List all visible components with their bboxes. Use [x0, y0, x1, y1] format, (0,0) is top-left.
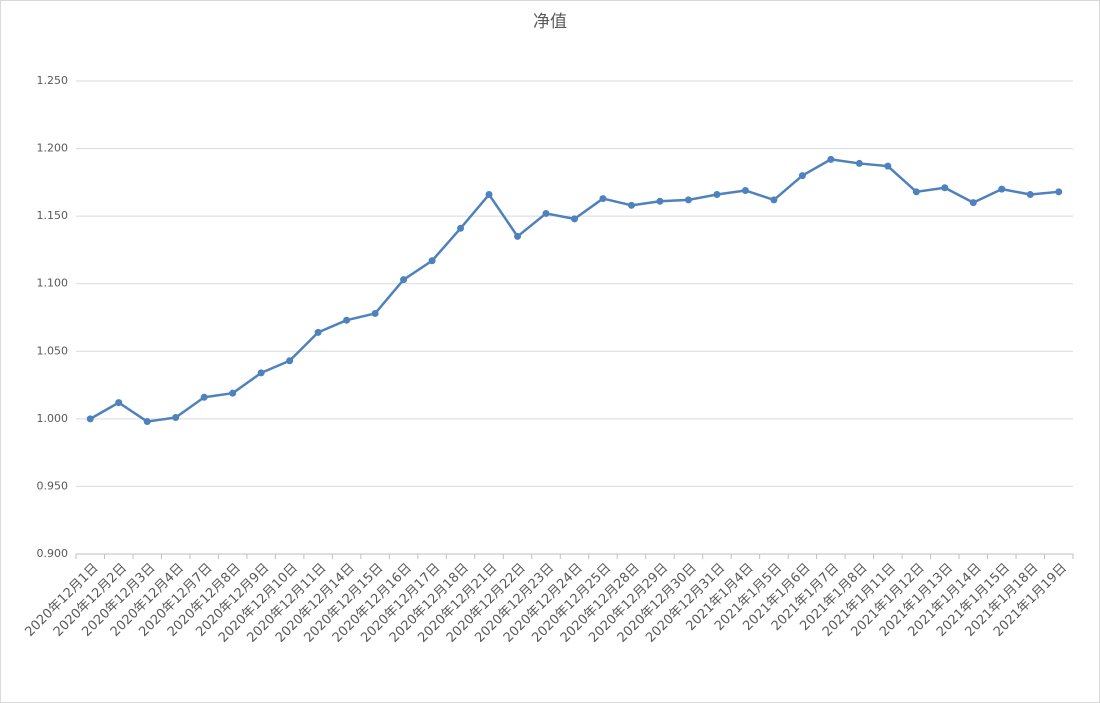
marker [343, 316, 351, 324]
marker [229, 389, 237, 397]
chart-title: 净值 [533, 12, 567, 32]
marker [115, 399, 123, 407]
marker [627, 201, 635, 209]
marker [713, 191, 721, 199]
y-tick-label: 1.100 [37, 277, 69, 290]
marker [257, 369, 265, 377]
marker [371, 309, 379, 317]
marker [741, 186, 749, 194]
marker [884, 162, 892, 170]
marker [912, 188, 920, 196]
y-tick-label: 1.150 [37, 209, 69, 222]
marker [457, 224, 465, 232]
marker [485, 191, 493, 199]
y-tick-label: 0.950 [37, 479, 69, 492]
marker [514, 232, 522, 240]
marker [798, 172, 806, 180]
marker [998, 185, 1006, 193]
y-tick-label: 1.200 [37, 142, 69, 155]
marker [599, 195, 607, 203]
marker [86, 415, 94, 423]
y-tick-label: 1.250 [37, 74, 69, 87]
marker [542, 209, 550, 217]
marker [571, 215, 578, 223]
marker [1055, 188, 1063, 196]
marker [656, 197, 664, 205]
marker [400, 276, 408, 284]
y-tick-label: 1.050 [37, 344, 69, 357]
marker [143, 418, 151, 426]
marker [827, 155, 835, 163]
marker [941, 184, 949, 192]
marker [855, 159, 863, 167]
y-tick-label: 1.000 [37, 412, 69, 425]
marker [172, 414, 180, 422]
marker [314, 328, 322, 336]
y-tick-label: 0.900 [37, 547, 69, 560]
marker [1026, 191, 1034, 199]
marker [428, 257, 436, 265]
marker [770, 196, 778, 204]
marker [969, 199, 977, 207]
marker [200, 393, 208, 401]
marker [684, 196, 692, 204]
marker [286, 357, 294, 365]
